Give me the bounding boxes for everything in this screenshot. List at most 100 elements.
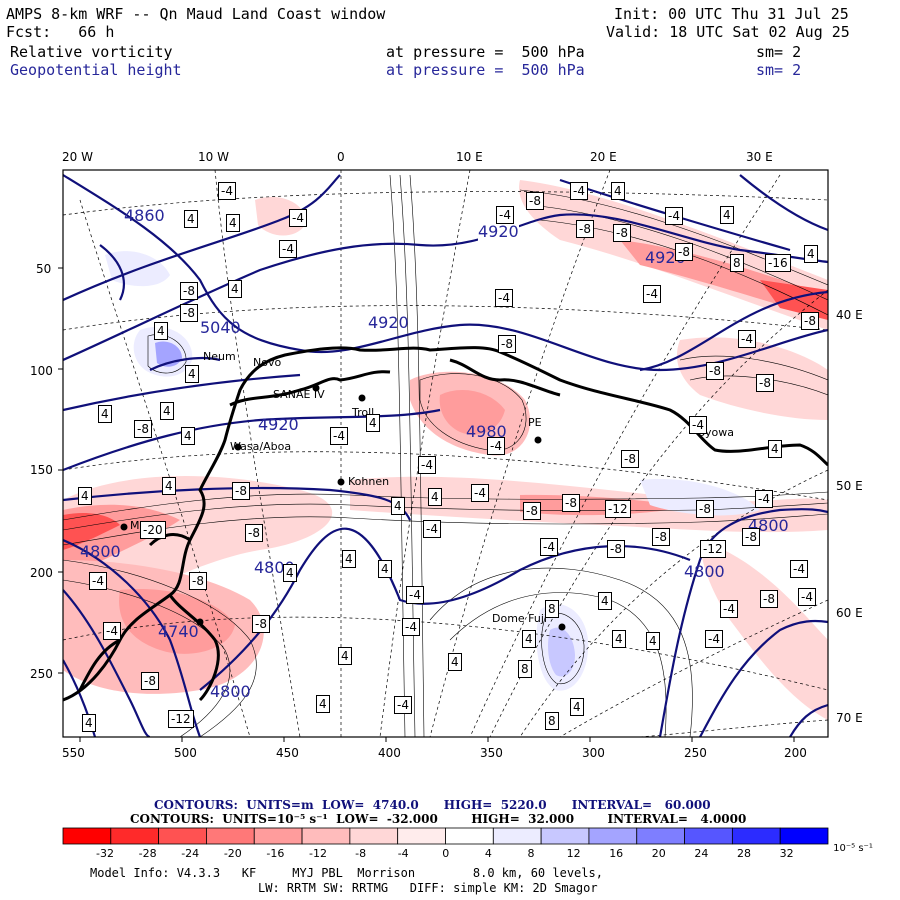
grid-x-label: 250 (684, 746, 707, 760)
station-label: PE (528, 416, 542, 429)
vorticity-value-label: 4 (226, 214, 240, 232)
vorticity-value-label: 4 (391, 497, 405, 515)
station-label: Wasa/Aboa (230, 440, 292, 453)
vorticity-value-label: -4 (330, 427, 348, 445)
vorticity-value-label: 4 (154, 322, 168, 340)
lon-label: 10 W (198, 150, 229, 164)
colorbar-swatch (636, 827, 685, 845)
colorbar-tick-label: 8 (527, 847, 535, 860)
vorticity-value-label: -4 (418, 456, 436, 474)
vorticity-value-label: 4 (720, 206, 734, 224)
vorticity-value-label: 4 (82, 714, 96, 732)
vorticity-value-label: -8 (742, 528, 760, 546)
lon-label: 50 E (836, 479, 863, 493)
init-time: Init: 00 UTC Thu 31 Jul 25 (614, 5, 849, 23)
grid-y-label: 150 (30, 463, 53, 477)
vorticity-value-label: 4 (804, 245, 818, 263)
valid-time: Valid: 18 UTC Sat 02 Aug 25 (606, 23, 850, 41)
vorticity-value-label: 4 (598, 592, 612, 610)
vorticity-value-label: 4 (283, 564, 297, 582)
vorticity-value-label: -4 (540, 538, 558, 556)
colorbar (62, 827, 829, 845)
station-label: SANAE IV (273, 388, 325, 401)
station-label: Novo (253, 356, 282, 369)
vorticity-value-label: 4 (428, 488, 442, 506)
colorbar-tick-label: 4 (484, 847, 492, 860)
lon-label: 0 (337, 150, 345, 164)
vorticity-value-label: -4 (402, 618, 420, 636)
vorticity-value-label: -8 (498, 335, 516, 353)
vorticity-value-label: -4 (790, 560, 808, 578)
grid-x-label: 350 (480, 746, 503, 760)
height-label: 4800 (80, 542, 121, 561)
model-info-line2: LW: RRTM SW: RRTMG DIFF: simple KM: 2D S… (258, 881, 598, 895)
grid-x-label: 400 (378, 746, 401, 760)
field2-level: at pressure = 500 hPa (386, 61, 585, 79)
vorticity-value-label: -8 (706, 362, 724, 380)
vorticity-value-label: -4 (720, 600, 738, 618)
vorticity-value-label: 8 (518, 660, 532, 678)
height-label: 4920 (368, 313, 409, 332)
vorticity-value-label: -4 (218, 182, 236, 200)
vorticity-value-label: -4 (406, 586, 424, 604)
colorbar-swatch (540, 827, 590, 845)
vorticity-value-label: 8 (730, 254, 744, 272)
colorbar-tick-label: -12 (309, 847, 327, 860)
colorbar-tick-label: 0 (442, 847, 450, 860)
vorticity-value-label: 4 (611, 182, 625, 200)
map-title: AMPS 8-km WRF -- Qn Maud Land Coast wind… (6, 5, 386, 23)
grid-x-label: 450 (276, 746, 299, 760)
field1-name: Relative vorticity (10, 43, 173, 61)
vorticity-value-label: 4 (338, 647, 352, 665)
vorticity-value-label: 4 (378, 560, 392, 578)
colorbar-tick-label: 16 (609, 847, 624, 860)
lon-label: 60 E (836, 606, 863, 620)
height-label: 4920 (258, 415, 299, 434)
vorticity-value-label: 4 (570, 698, 584, 716)
colorbar-tick-label: -32 (96, 847, 114, 860)
colorbar-tick-label: -24 (181, 847, 200, 860)
colorbar-swatch (731, 827, 781, 845)
height-label: 4800 (684, 562, 725, 581)
axis-ticks (58, 267, 795, 742)
vorticity-value-label: -4 (495, 289, 513, 307)
height-label: 4980 (466, 422, 507, 441)
vorticity-value-label: 4 (160, 402, 174, 420)
station-label: Syowa (698, 426, 734, 439)
vorticity-value-label: -12 (168, 710, 194, 728)
vorticity-value-label: 4 (184, 210, 198, 228)
vorticity-value-label: -4 (665, 207, 683, 225)
lon-label: 40 E (836, 308, 863, 322)
vorticity-value-label: 4 (342, 550, 356, 568)
height-contour-info: CONTOURS: UNITS=m LOW= 4740.0 HIGH= 5220… (154, 798, 711, 812)
vorticity-value-label: 4 (78, 487, 92, 505)
vorticity-value-label: -8 (760, 590, 778, 608)
vorticity-value-label: 4 (181, 427, 195, 445)
height-label: 5040 (200, 318, 241, 337)
grid-x-label: 500 (174, 746, 197, 760)
vorticity-value-label: 4 (366, 414, 380, 432)
colorbar-tick-label: -4 (397, 847, 409, 860)
colorbar-swatch (492, 827, 542, 845)
forecast-hour: Fcst: 66 h (6, 23, 115, 41)
colorbar-swatch (253, 827, 303, 845)
vorticity-value-label: -8 (607, 540, 625, 558)
vorticity-value-label: -8 (801, 312, 819, 330)
colorbar-tick-label: 12 (566, 847, 581, 860)
field1-smoothing: sm= 2 (756, 43, 802, 61)
vorticity-value-label: -4 (705, 630, 723, 648)
vorticity-value-label: -12 (700, 540, 726, 558)
vorticity-contour-info: CONTOURS: UNITS=10⁻⁵ s⁻¹ LOW= -32.000 HI… (130, 812, 747, 826)
lat-lon-grid (63, 170, 828, 737)
vorticity-value-label: -16 (765, 254, 791, 272)
height-label: 4920 (478, 222, 519, 241)
vorticity-value-label: -4 (643, 285, 661, 303)
vorticity-value-label: -8 (180, 304, 198, 322)
grid-y-label: 250 (30, 667, 53, 681)
lon-label: 20 E (590, 150, 617, 164)
grid-x-label: 200 (784, 746, 807, 760)
colorbar-swatch (206, 827, 255, 845)
vorticity-value-label: 4 (228, 280, 242, 298)
vorticity-value-label: -4 (103, 622, 121, 640)
map-frame (62, 169, 829, 738)
